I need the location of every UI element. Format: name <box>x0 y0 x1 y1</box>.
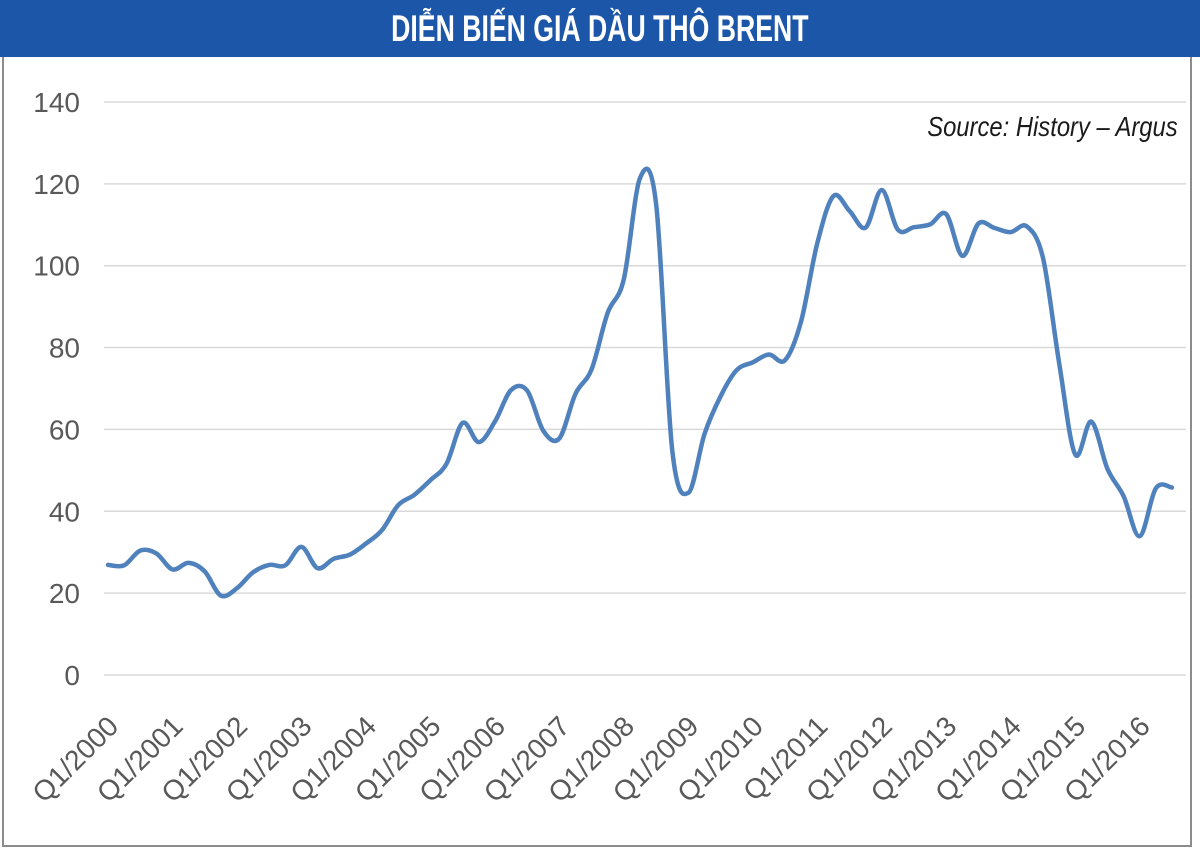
y-axis-label: 120 <box>33 169 80 200</box>
y-axis-label: 60 <box>49 414 80 445</box>
y-axis-label: 140 <box>33 87 80 118</box>
y-axis-label: 100 <box>33 251 80 282</box>
chart-title: DIỄN BIẾN GIÁ DẦU THÔ BRENT <box>391 8 809 49</box>
brent-price-line <box>105 166 1175 599</box>
source-note: Source: History – Argus <box>927 111 1178 142</box>
y-axis-label: 80 <box>49 333 80 364</box>
y-axis-label: 0 <box>64 660 80 691</box>
y-axis-label: 20 <box>49 578 80 609</box>
title-bar: DIỄN BIẾN GIÁ DẦU THÔ BRENT <box>0 0 1200 57</box>
y-axis-label: 40 <box>49 496 80 527</box>
